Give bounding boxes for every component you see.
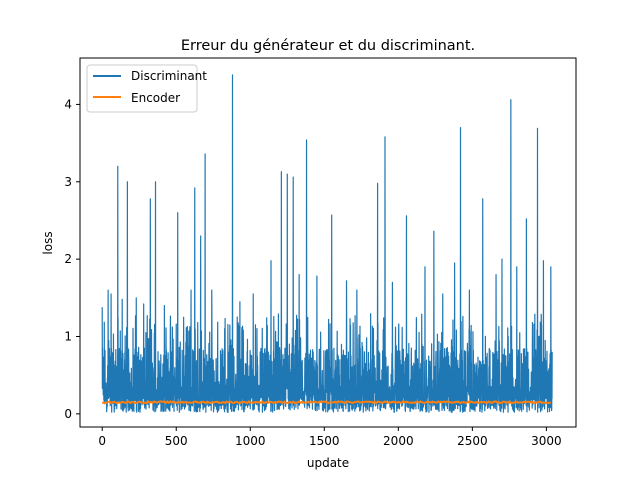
- y-tick-label: 3: [64, 175, 72, 189]
- axes-frame: [79, 57, 577, 428]
- series-line-discriminant: [101, 74, 553, 413]
- y-tick-label: 4: [64, 97, 72, 111]
- x-axis-label: update: [307, 456, 349, 470]
- series-line-encoder: [102, 400, 552, 405]
- x-tick-label: 500: [165, 434, 188, 448]
- x-axis: 0 500 1000 1500 2000 2500 3000: [98, 427, 562, 448]
- chart-title: Erreur du générateur et du discriminant.: [181, 38, 475, 54]
- y-tick-label: 0: [64, 407, 72, 421]
- y-axis: 0 1 2 3 4: [64, 97, 80, 421]
- plot-area: [101, 74, 553, 413]
- x-tick-label: 2000: [383, 434, 414, 448]
- legend-label-encoder: Encoder: [131, 91, 180, 105]
- y-tick-label: 1: [64, 329, 72, 343]
- x-tick-label: 0: [98, 434, 106, 448]
- legend-label-discriminant: Discriminant: [131, 69, 207, 83]
- x-tick-label: 3000: [531, 434, 562, 448]
- x-tick-label: 2500: [457, 434, 488, 448]
- y-tick-label: 2: [64, 252, 72, 266]
- x-tick-label: 1500: [309, 434, 340, 448]
- y-axis-label: loss: [41, 231, 55, 254]
- legend: Discriminant Encoder: [86, 64, 207, 113]
- x-tick-label: 1000: [235, 434, 266, 448]
